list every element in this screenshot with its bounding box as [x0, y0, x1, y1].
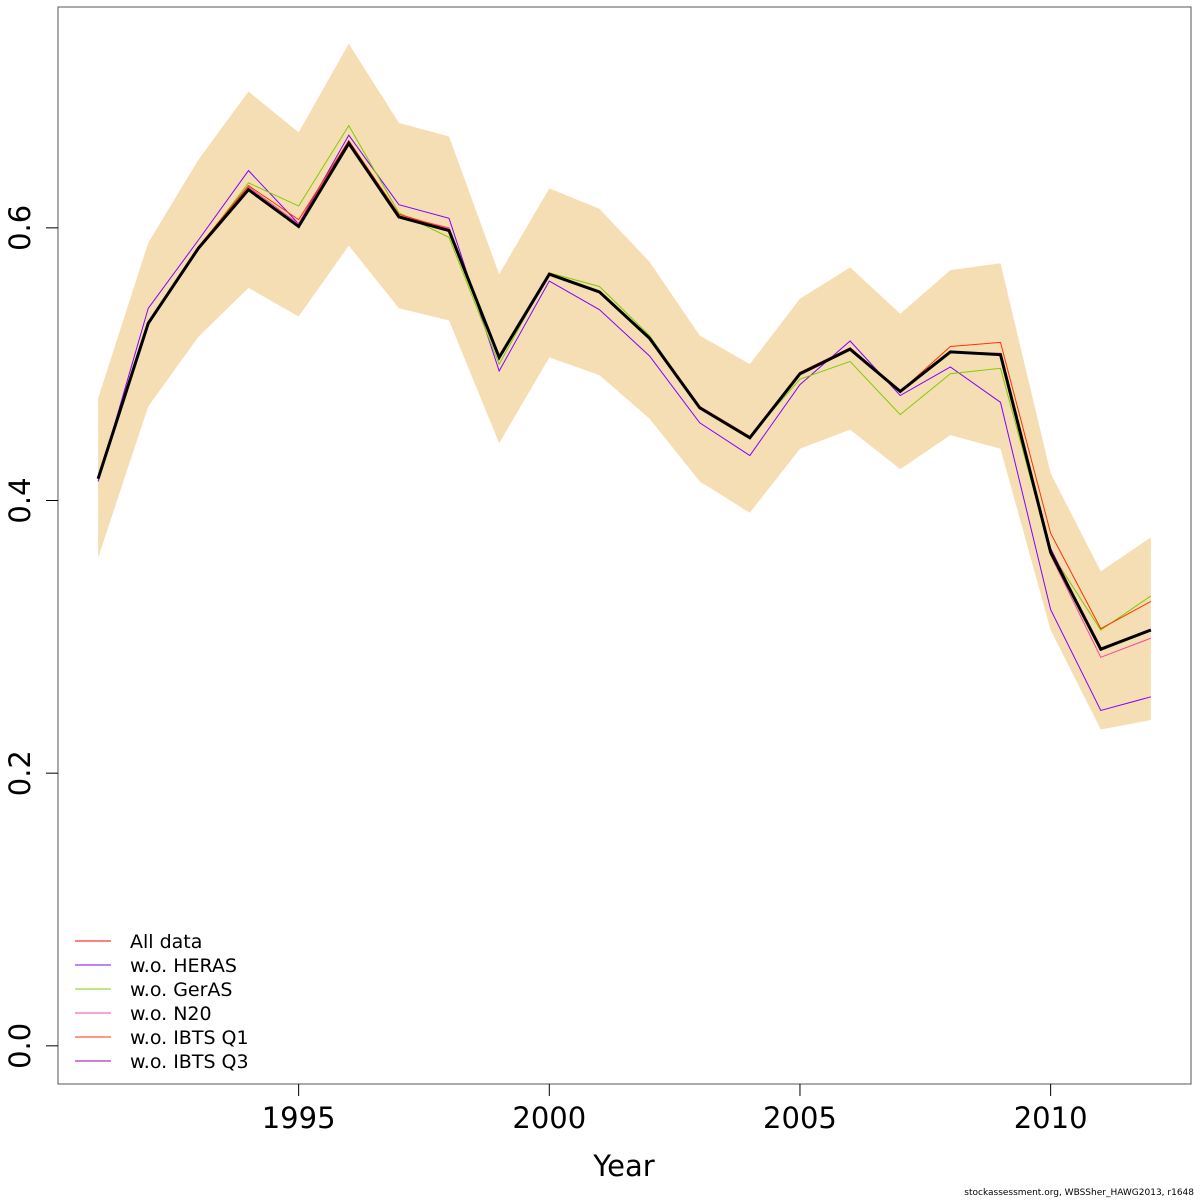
footer-note: stockassessment.org, WBSSher_HAWG2013, r…: [964, 1188, 1194, 1198]
y-tick-label: 0.2: [3, 750, 37, 796]
x-axis-label: Year: [592, 1149, 654, 1183]
y-tick-label: 0.6: [3, 205, 37, 251]
legend-label: w.o. HERAS: [130, 955, 237, 977]
legend-label: w.o. IBTS Q3: [130, 1051, 249, 1073]
series-line-2: [97, 124, 1152, 631]
series-line-1: [97, 134, 1152, 712]
axes: 1995 2000 2005 2010 0.0 0.2 0.4 0.6: [3, 205, 1088, 1135]
confidence-band: [98, 43, 1151, 730]
legend-label: w.o. IBTS Q1: [130, 1027, 249, 1049]
x-tick-label: 2010: [1014, 1101, 1088, 1135]
legend-label: All data: [130, 931, 202, 953]
x-tick-label: 2000: [512, 1101, 586, 1135]
main-estimate-line: [96, 140, 1152, 651]
plot-frame: [57, 6, 1192, 1085]
x-tick-label: 2005: [763, 1101, 837, 1135]
y-tick-label: 0.0: [3, 1023, 37, 1069]
legend-label: w.o. N20: [130, 1003, 212, 1025]
legend-label: w.o. GerAS: [130, 979, 233, 1001]
plot-area: [96, 43, 1152, 730]
x-tick-label: 1995: [262, 1101, 336, 1135]
y-tick-label: 0.4: [3, 477, 37, 523]
